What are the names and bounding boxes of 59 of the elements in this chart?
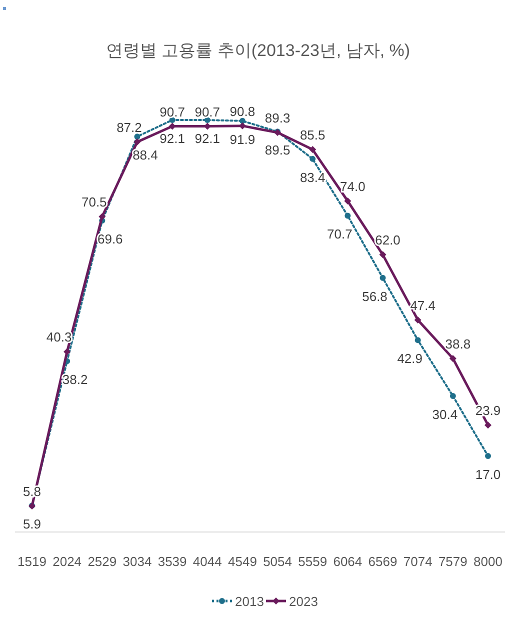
point [239, 118, 246, 124]
data-label: 62.0 [375, 232, 400, 248]
point [484, 422, 492, 429]
x-tick-label: 5559 [298, 554, 328, 569]
data-label: 92.1 [194, 131, 220, 146]
x-tick-label: 3539 [158, 554, 187, 569]
x-tick-label: 8000 [474, 554, 502, 569]
x-tick-label: 1519 [18, 554, 46, 569]
data-label: 17.0 [475, 466, 501, 482]
x-tick-label: 6569 [368, 554, 398, 569]
data-label: 87.2 [116, 120, 142, 135]
point [344, 212, 351, 219]
point [310, 156, 316, 162]
data-label: 5.9 [22, 516, 42, 532]
data-label: 90.7 [160, 104, 185, 120]
x-tick-label: 2529 [88, 554, 117, 569]
data-label: 30.4 [432, 407, 458, 422]
point [309, 146, 316, 154]
x-tick-label: 4044 [192, 554, 222, 569]
data-label: 38.8 [445, 336, 471, 352]
x-tick-label: 6064 [333, 554, 362, 569]
point [134, 134, 140, 140]
x-tick-label: 5054 [263, 554, 292, 569]
x-tick-label: 7579 [438, 554, 468, 569]
legend-label: 2023 [289, 594, 318, 609]
point [344, 197, 352, 204]
title: 연령별 고용률 추이(2013-23년, 남자, %) [106, 41, 410, 60]
data-label: 91.9 [230, 132, 256, 147]
data-label: 56.8 [362, 288, 388, 304]
x-tick-label: 2024 [52, 554, 82, 569]
data-label: 90.7 [194, 104, 220, 120]
point [414, 337, 421, 344]
data-label: 38.2 [62, 372, 88, 388]
x-tick-label: 3034 [122, 554, 152, 569]
data-label: 88.4 [132, 148, 158, 163]
data-label: 47.4 [410, 298, 436, 313]
data-label: 69.6 [98, 232, 123, 247]
point [379, 251, 386, 258]
data-label: 90.8 [230, 104, 256, 119]
data-label: 70.7 [327, 226, 352, 242]
point [380, 274, 386, 281]
data-label: 85.5 [300, 128, 326, 143]
x-tick-label: 7074 [403, 554, 432, 569]
point [450, 393, 456, 400]
x-tick-label: 4549 [228, 554, 257, 569]
data-label: 89.3 [264, 110, 290, 126]
point [134, 138, 141, 146]
data-label: 42.9 [397, 351, 422, 366]
data-label: 83.4 [300, 170, 326, 185]
point [449, 354, 456, 362]
data-label: 89.5 [264, 142, 290, 158]
data-label: 92.1 [160, 131, 185, 146]
point [414, 316, 422, 324]
data-label: 74.0 [340, 178, 366, 194]
legend-label: 2013 [235, 594, 264, 609]
point [98, 213, 106, 220]
point [64, 348, 71, 356]
point [485, 452, 491, 459]
data-label: 70.5 [82, 194, 107, 210]
